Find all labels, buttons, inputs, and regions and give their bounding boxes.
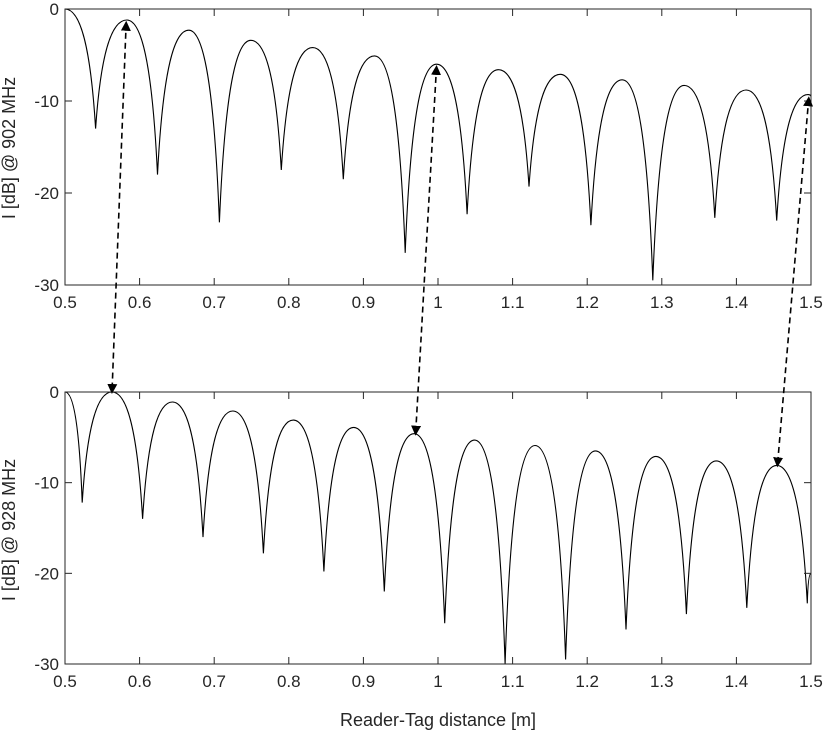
top-axes-box — [64, 8, 812, 286]
top-series-line-0 — [64, 8, 812, 281]
bottom-y-tick-label: -30 — [34, 655, 59, 674]
top-x-tick-label: 0.9 — [352, 293, 376, 312]
top-y-tick-label: -10 — [34, 92, 59, 111]
bottom-x-tick-label: 1.4 — [725, 672, 749, 691]
bottom-x-ticks: 0.5 0.6 0.7 0.8 0.9 1 1.1 1.2 1.3 1.4 1.5 — [53, 392, 823, 691]
bottom-axes-box — [64, 391, 812, 665]
bottom-x-tick-label: 1.3 — [650, 672, 674, 691]
bottom-x-tick-label: 0.8 — [277, 672, 301, 691]
top-x-tick-label: 1.3 — [650, 293, 674, 312]
bottom-y-tick-label: -10 — [34, 474, 59, 493]
bottom-x-tick-label: 0.5 — [53, 672, 77, 691]
top-plot-lines — [64, 8, 812, 281]
top-x-tick-label: 0.8 — [277, 293, 301, 312]
top-y-axis-label: I [dB] @ 902 MHz — [0, 77, 19, 219]
top-x-tick-label: 1.2 — [575, 293, 599, 312]
top-x-tick-label: 1.5 — [799, 293, 823, 312]
top-x-tick-label: 0.5 — [53, 293, 77, 312]
correspondence-arrows — [107, 20, 814, 468]
bottom-y-axis-label: I [dB] @ 928 MHz — [0, 459, 19, 601]
top-y-tick-label: -30 — [34, 276, 59, 295]
bottom-x-tick-label: 1.1 — [501, 672, 525, 691]
bottom-series-line-0 — [64, 391, 812, 665]
bottom-axes-frame — [64, 391, 812, 665]
bottom-y-tick-label: 0 — [50, 383, 59, 402]
bottom-x-tick-label: 0.6 — [128, 672, 152, 691]
top-x-ticks: 0.5 0.6 0.7 0.8 0.9 1 1.1 1.2 1.3 1.4 1.5 — [53, 9, 823, 312]
bottom-y-tick-label: -20 — [34, 564, 59, 583]
correspondence-arrow-1 — [411, 64, 442, 436]
bottom-panel-928mhz: 0.5 0.6 0.7 0.8 0.9 1 1.1 1.2 1.3 1.4 1.5 0 -10 -20 -… — [0, 383, 823, 730]
top-x-tick-label: 0.7 — [202, 293, 226, 312]
top-y-tick-label: -20 — [34, 184, 59, 203]
top-axes-frame — [64, 8, 812, 286]
bottom-x-tick-label: 0.7 — [202, 672, 226, 691]
top-panel-902mhz: 0.5 0.6 0.7 0.8 0.9 1 1.1 1.2 1.3 1.4 1.5 0 -10 -20 -… — [0, 0, 823, 312]
correspondence-arrow-0 — [107, 20, 131, 394]
bottom-y-ticks: 0 -10 -20 -30 — [34, 383, 811, 674]
bottom-plot-lines — [64, 391, 812, 665]
correspondence-arrow-2 — [773, 96, 814, 468]
bottom-x-axis-label: Reader-Tag distance [m] — [340, 710, 536, 730]
bottom-x-tick-label: 1.5 — [799, 672, 823, 691]
top-x-tick-label: 0.6 — [128, 293, 152, 312]
bottom-x-tick-label: 0.9 — [352, 672, 376, 691]
top-x-tick-label: 1.4 — [725, 293, 749, 312]
top-x-tick-label: 1 — [433, 293, 442, 312]
top-y-ticks: 0 -10 -20 -30 — [34, 0, 811, 295]
top-y-tick-label: 0 — [50, 0, 59, 19]
bottom-x-tick-label: 1 — [433, 672, 442, 691]
bottom-x-tick-label: 1.2 — [575, 672, 599, 691]
top-x-tick-label: 1.1 — [501, 293, 525, 312]
